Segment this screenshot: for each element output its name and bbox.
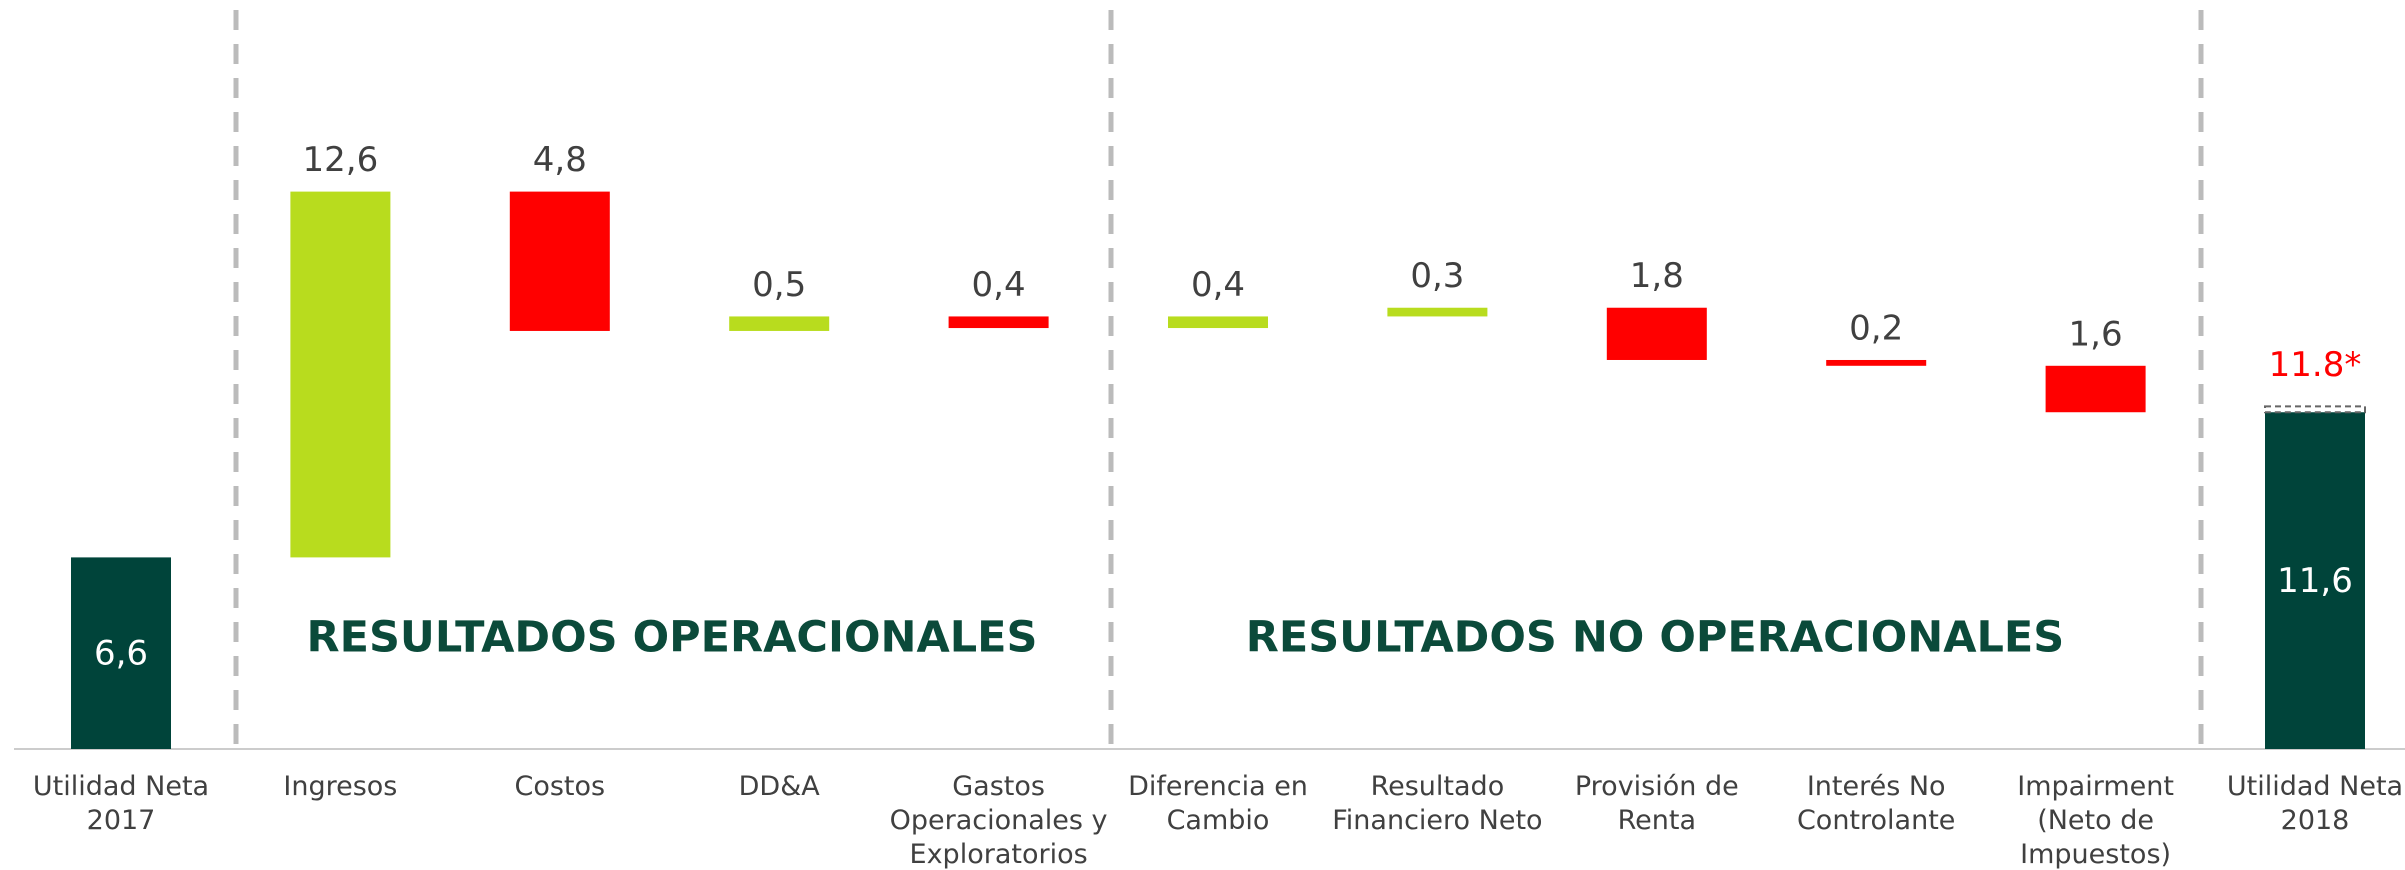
bar bbox=[2045, 365, 2146, 413]
value-label: 0,5 bbox=[752, 265, 806, 305]
bar bbox=[290, 191, 391, 558]
value-label: 4,8 bbox=[533, 140, 587, 180]
x-tick-label: Utilidad Neta 2018 bbox=[2227, 771, 2403, 836]
bar bbox=[509, 191, 610, 331]
value-label: 0,4 bbox=[1191, 265, 1245, 305]
value-label: 0,3 bbox=[1410, 256, 1464, 296]
group-label: RESULTADOS NO OPERACIONALES bbox=[1246, 613, 2065, 663]
x-tick-label: Costos bbox=[514, 771, 605, 802]
group-label: RESULTADOS OPERACIONALES bbox=[306, 613, 1037, 663]
bar bbox=[1826, 359, 1927, 366]
x-tick-label: Resultado Financiero Neto bbox=[1332, 771, 1542, 836]
value-label: 0,2 bbox=[1849, 308, 1903, 348]
value-label: 6,6 bbox=[94, 634, 148, 674]
bar bbox=[1606, 307, 1707, 360]
value-label: 11,6 bbox=[2277, 561, 2353, 601]
x-tick-label: DD&A bbox=[739, 771, 821, 802]
bar bbox=[948, 316, 1049, 329]
annotation-box bbox=[2264, 405, 2366, 414]
annotation: 11.8* bbox=[2269, 345, 2362, 385]
x-tick-label: Impairment (Neto de Impuestos) bbox=[2017, 771, 2174, 870]
bar bbox=[71, 557, 171, 749]
x-tick-label: Interés No Controlante bbox=[1797, 771, 1955, 836]
bar bbox=[1168, 316, 1268, 329]
bar bbox=[729, 316, 830, 331]
value-label: 0,4 bbox=[972, 265, 1026, 305]
bar bbox=[2265, 412, 2365, 749]
value-label: 1,8 bbox=[1630, 256, 1684, 296]
bar bbox=[1387, 307, 1488, 317]
value-label: 12,6 bbox=[303, 140, 379, 180]
x-tick-label: Utilidad Neta 2017 bbox=[33, 771, 209, 836]
x-tick-label: Gastos Operacionales y Exploratorios bbox=[890, 771, 1108, 870]
value-label: 1,6 bbox=[2069, 314, 2123, 354]
x-tick-label: Diferencia en Cambio bbox=[1128, 771, 1308, 836]
x-tick-label: Ingresos bbox=[283, 771, 397, 802]
x-tick-label: Provisión de Renta bbox=[1575, 771, 1739, 836]
